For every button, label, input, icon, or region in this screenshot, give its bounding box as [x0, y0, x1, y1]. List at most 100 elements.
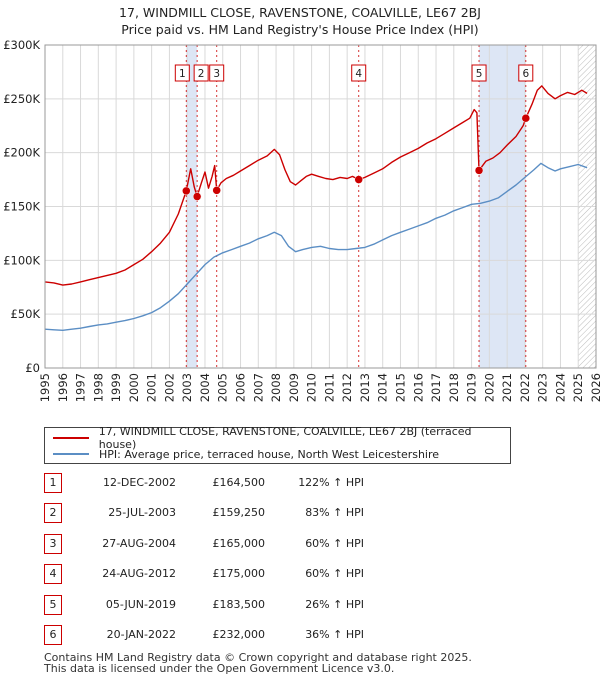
- sale-price: £232,000: [212, 628, 266, 641]
- x-tick-label: 2023: [536, 373, 550, 402]
- x-tick-label: 2001: [145, 373, 159, 402]
- footer-line-1: Contains HM Land Registry data © Crown c…: [44, 651, 472, 664]
- x-tick-label: 2000: [127, 373, 141, 402]
- legend-swatch-property: [53, 437, 89, 439]
- x-tick-label: 1995: [38, 373, 52, 402]
- sale-price: £175,000: [212, 567, 266, 580]
- sale-label-box: [518, 64, 534, 82]
- series-line: [45, 162, 588, 331]
- legend-item-property: 17, WINDMILL CLOSE, RAVENSTONE, COALVILL…: [53, 425, 510, 451]
- sale-label-box: [209, 64, 225, 82]
- sale-price: £165,000: [212, 537, 266, 550]
- x-tick-label: 1997: [74, 373, 88, 402]
- sale-label-box: [174, 64, 190, 82]
- legend-label-hpi: HPI: Average price, terraced house, Nort…: [99, 447, 440, 461]
- sale-point: [474, 166, 484, 175]
- x-tick-label: 2022: [518, 373, 532, 402]
- sale-row: 1 12-DEC-2002 £164,500 122% ↑ HPI: [44, 473, 404, 493]
- sale-date: 20-JAN-2022: [106, 628, 176, 641]
- sale-number-badge: 3: [44, 534, 62, 554]
- sale-point: [354, 175, 363, 184]
- sale-hpi-change: 60% ↑ HPI: [305, 567, 364, 580]
- x-tick-label: 2013: [358, 373, 372, 402]
- x-tick-label: 2024: [553, 373, 567, 402]
- x-tick-label: 2002: [162, 373, 176, 402]
- x-tick-label: 2009: [287, 373, 301, 402]
- x-tick-label: 2011: [322, 373, 336, 402]
- x-tick-label: 2016: [411, 373, 425, 402]
- sale-point: [212, 186, 221, 195]
- x-tick-label: 2025: [571, 373, 585, 402]
- sale-label-text: 2: [198, 68, 205, 80]
- x-tick-label: 1996: [56, 373, 70, 402]
- sale-label-box: [193, 64, 209, 82]
- x-tick-label: 2020: [482, 373, 496, 402]
- sale-number-badge: 4: [44, 564, 62, 584]
- y-tick-label: £300K: [3, 38, 40, 52]
- y-tick-label: £200K: [3, 146, 40, 160]
- sale-row: 5 05-JUN-2019 £183,500 26% ↑ HPI: [44, 595, 404, 615]
- x-tick-label: 2004: [198, 373, 212, 402]
- x-tick-label: 2021: [500, 373, 514, 402]
- series-line: [45, 85, 588, 286]
- sale-price: £159,250: [212, 506, 266, 519]
- x-tick-label: 2012: [340, 373, 354, 402]
- x-tick-label: 2006: [234, 373, 248, 402]
- sale-point: [521, 113, 531, 123]
- title-line-2: Price paid vs. HM Land Registry's House …: [121, 22, 479, 37]
- sale-row: 3 27-AUG-2004 £165,000 60% ↑ HPI: [44, 534, 404, 554]
- x-tick-label: 2014: [376, 373, 390, 402]
- sale-label-text: 4: [355, 68, 362, 80]
- title-line-1: 17, WINDMILL CLOSE, RAVENSTONE, COALVILL…: [119, 5, 481, 20]
- chart-title: 17, WINDMILL CLOSE, RAVENSTONE, COALVILL…: [0, 4, 600, 38]
- plot-frame: [44, 44, 597, 369]
- sale-row: 4 24-AUG-2012 £175,000 60% ↑ HPI: [44, 564, 404, 584]
- sale-label-box: [351, 64, 367, 82]
- sale-hpi-change: 122% ↑ HPI: [298, 476, 364, 489]
- sale-label-text: 3: [213, 68, 220, 80]
- x-tick-label: 2003: [180, 373, 194, 402]
- sale-number-badge: 2: [44, 503, 62, 523]
- sale-hpi-change: 83% ↑ HPI: [305, 506, 364, 519]
- x-tick-label: 2007: [251, 373, 265, 402]
- x-tick-label: 2008: [269, 373, 283, 402]
- sale-date: 12-DEC-2002: [102, 476, 176, 489]
- sale-number-badge: 1: [44, 473, 62, 493]
- sale-hpi-change: 60% ↑ HPI: [305, 537, 364, 550]
- y-tick-label: £100K: [3, 253, 40, 267]
- sale-label-text: 6: [522, 68, 529, 80]
- y-tick-label: £150K: [3, 200, 40, 214]
- x-tick-label: 2019: [465, 373, 479, 402]
- sale-label-text: 5: [476, 68, 483, 80]
- sale-label-text: 1: [179, 68, 186, 80]
- x-tick-label: 2015: [393, 373, 407, 402]
- sale-date: 05-JUN-2019: [105, 598, 176, 611]
- y-tick-label: £50K: [11, 307, 41, 321]
- sale-price: £164,500: [212, 476, 266, 489]
- sale-date: 27-AUG-2004: [102, 537, 176, 550]
- sale-price: £183,500: [212, 598, 266, 611]
- footer-attribution: Contains HM Land Registry data © Crown c…: [44, 652, 472, 674]
- legend: 17, WINDMILL CLOSE, RAVENSTONE, COALVILL…: [44, 425, 511, 464]
- y-tick-label: £250K: [3, 92, 40, 106]
- sale-row: 2 25-JUL-2003 £159,250 83% ↑ HPI: [44, 503, 404, 523]
- x-tick-label: 1999: [109, 373, 123, 402]
- legend-label-property: 17, WINDMILL CLOSE, RAVENSTONE, COALVILL…: [98, 425, 472, 451]
- x-tick-label: 1998: [91, 373, 105, 402]
- x-tick-label: 2017: [429, 373, 443, 402]
- sale-hpi-change: 26% ↑ HPI: [305, 598, 364, 611]
- footer-line-2: This data is licensed under the Open Gov…: [44, 662, 395, 675]
- y-tick-label: £0: [25, 361, 40, 375]
- sale-number-badge: 5: [44, 595, 62, 615]
- x-tick-label: 2010: [305, 373, 319, 402]
- legend-swatch-hpi: [53, 453, 89, 455]
- sale-point: [182, 186, 191, 196]
- sale-row: 6 20-JAN-2022 £232,000 36% ↑ HPI: [44, 625, 404, 645]
- sale-date: 25-JUL-2003: [108, 506, 176, 519]
- sale-hpi-change: 36% ↑ HPI: [305, 628, 364, 641]
- sale-point: [192, 192, 202, 201]
- legend-item-hpi: HPI: Average price, terraced house, Nort…: [53, 446, 439, 462]
- x-tick-label: 2018: [447, 373, 461, 402]
- sale-label-box: [471, 64, 487, 82]
